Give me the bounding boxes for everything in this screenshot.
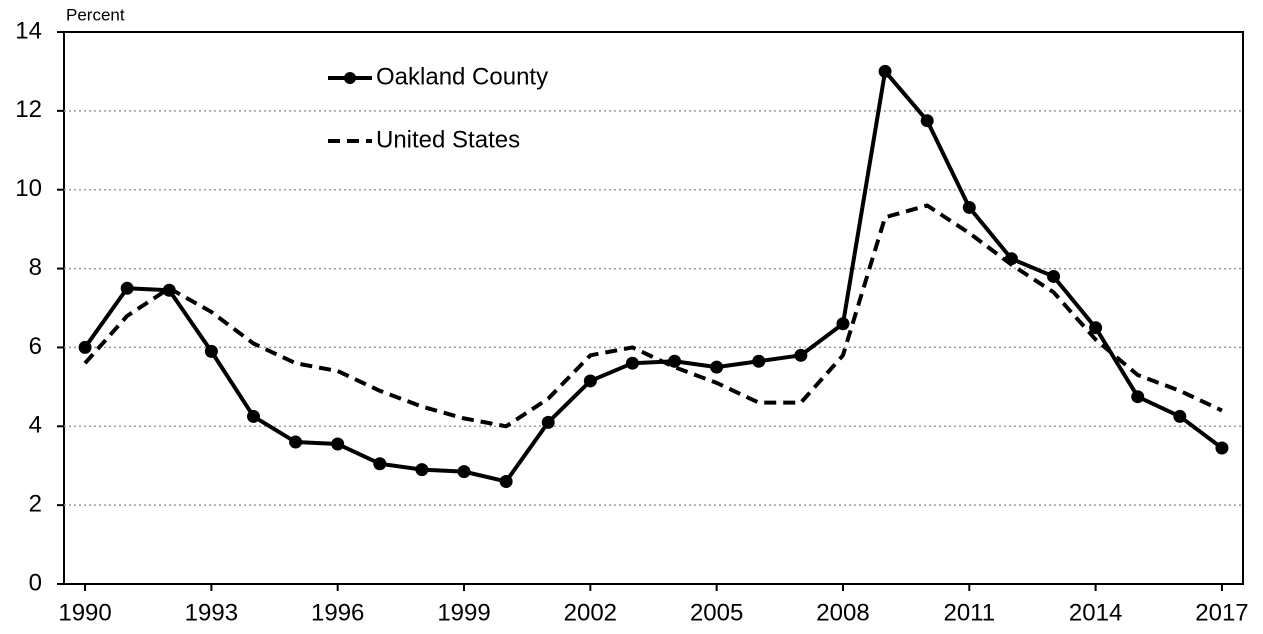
plot-frame [63,31,1244,585]
series-line [83,69,1224,484]
y-tick-label: 2 [29,490,42,517]
y-tick-label: 12 [15,96,42,123]
point [541,415,555,429]
series-line [83,203,1223,429]
y-tick-label: 8 [29,254,42,281]
point [78,340,92,354]
x-tick-label: 1993 [185,599,238,626]
point [373,457,387,471]
point [752,354,766,368]
point [415,463,429,477]
y-tick-label: 4 [29,412,42,439]
legend-label: Oakland County [376,63,548,90]
legend-marker [344,72,356,84]
point [289,435,303,449]
legend-label: United States [376,126,520,153]
x-tick-label: 1996 [311,599,364,626]
point [710,360,724,374]
point [1089,321,1103,335]
point [120,281,134,295]
point [625,356,639,370]
point [962,200,976,214]
x-tick-label: 2011 [943,599,995,626]
point [668,354,682,368]
y-axis-label: Percent [66,5,125,24]
point [920,114,934,128]
y-tick-label: 0 [29,569,42,596]
x-tick-label: 2014 [1069,599,1122,626]
point [1131,390,1145,404]
x-tick-label: 2005 [690,599,743,626]
point [1173,409,1187,423]
point [583,374,597,388]
point [1215,441,1229,455]
point [836,317,850,331]
x-tick-label: 2017 [1195,599,1248,626]
point [246,409,260,423]
y-tick-label: 10 [15,175,42,202]
point [331,437,345,451]
point [1047,269,1061,283]
y-tick-label: 14 [15,17,42,44]
x-tick-label: 1990 [58,599,111,626]
point [878,64,892,78]
x-tick-label: 1999 [437,599,490,626]
point [794,348,808,362]
point [204,344,218,358]
point [499,474,513,488]
x-tick-label: 2002 [564,599,617,626]
point [457,465,471,479]
legend: Oakland County United States [328,63,548,153]
y-tick-label: 6 [29,333,42,360]
x-tick-label: 2008 [816,599,869,626]
